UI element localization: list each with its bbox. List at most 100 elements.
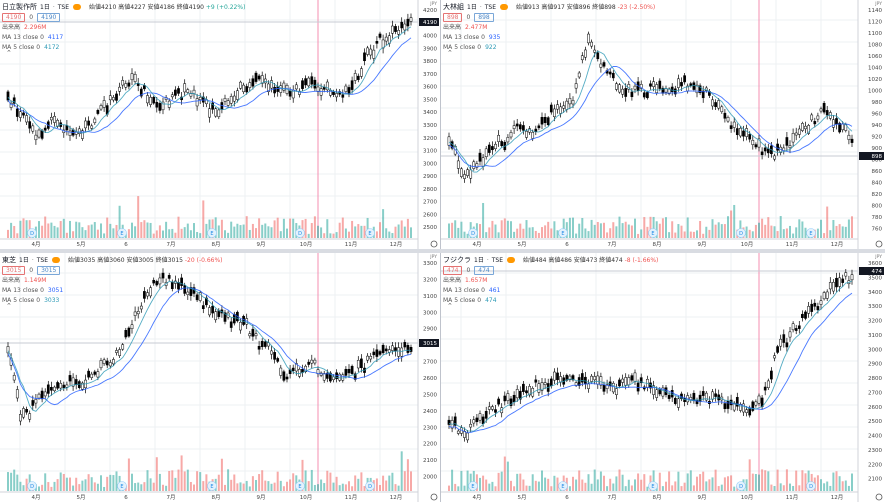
candle [633, 85, 637, 90]
candle [350, 80, 354, 90]
volume-bar [584, 228, 587, 238]
volume-bar [143, 220, 146, 238]
date-label: 6 [565, 242, 569, 248]
candle [118, 86, 121, 92]
volume-bar [581, 479, 584, 491]
price-axis-label: 2000 [423, 475, 437, 481]
bid-box[interactable]: 474 [443, 265, 463, 275]
price-axis-label: 880 [872, 158, 883, 164]
candle [525, 390, 528, 394]
volume-legend[interactable]: 出来高 2.296M [2, 23, 47, 31]
volume-bar [829, 230, 832, 238]
ma13-legend[interactable]: MA 13 close 0 3051 [2, 286, 64, 294]
chart-pane-fujikura[interactable]: 3600 3500 3400 3300 3200 3100 3000 2900 2800 2700… [441, 253, 885, 502]
chart-pane-hitachi[interactable]: 4200410040003900380037003600350034003300… [0, 0, 440, 249]
volume-bar [773, 226, 776, 238]
symbol-name[interactable]: フジクラ [443, 255, 471, 264]
ma5-legend[interactable]: MA 5 close 0 4172 [2, 43, 60, 51]
candle [43, 127, 47, 131]
interval[interactable]: 1日 [40, 3, 50, 11]
ask-box[interactable]: 4190 [37, 12, 61, 22]
candle [624, 88, 628, 97]
event-marker-label: E [651, 231, 654, 237]
volume-bar [109, 474, 112, 491]
bid-box[interactable]: 898 [443, 12, 463, 22]
ask-box[interactable]: 3015 [37, 265, 61, 275]
volume-bar [451, 222, 454, 238]
volume-bar [820, 479, 822, 491]
chart-pane-obayashi[interactable]: 1140 1120 1100 1080 1060 1040 1020 1000 980 960 94… [441, 0, 885, 249]
candle [664, 88, 668, 93]
price-axis-label: 3300 [423, 261, 437, 267]
candle [329, 372, 332, 382]
chart-canvas-hitachi[interactable]: 4200410040003900380037003600350034003300… [0, 0, 440, 249]
pane-divider-horizontal[interactable] [0, 249, 885, 253]
volume-bar [344, 484, 347, 491]
volume-bar [593, 224, 596, 238]
candle [40, 390, 44, 400]
volume-bar [826, 206, 829, 238]
candle [130, 73, 134, 81]
legend-obayashi: 大林組 1日 · TSE 始値913 高値917 安値896 終値898 -23… [443, 2, 656, 51]
ma5-legend[interactable]: MA 5 close 0 922 [443, 43, 497, 51]
interval[interactable]: 1日 [19, 256, 29, 264]
chart-canvas-fujikura[interactable]: 3600 3500 3400 3300 3200 3100 3000 2900 2800 2700… [441, 253, 885, 502]
price-axis-label: 1060 [868, 54, 882, 60]
volume-bar [761, 469, 764, 491]
volume-legend[interactable]: 出来高 1.657M [443, 276, 488, 284]
chart-canvas-obayashi[interactable]: 1140 1120 1100 1080 1060 1040 1020 1000 980 960 94… [441, 0, 885, 249]
volume-legend[interactable]: 出来高 1.149M [2, 276, 47, 284]
candle [509, 132, 513, 138]
candle [522, 125, 525, 131]
candle [515, 123, 519, 127]
ma5-legend[interactable]: MA 5 close 0 3033 [2, 296, 60, 304]
candle [850, 138, 854, 143]
bid-box[interactable]: 3015 [2, 265, 26, 275]
volume-bar [53, 481, 56, 491]
candle [670, 86, 674, 92]
volume-bar [823, 483, 826, 491]
ma13-legend[interactable]: MA 13 close 0 4117 [2, 33, 64, 41]
ma13-legend[interactable]: MA 13 close 0 461 [443, 286, 501, 294]
volume-bar [137, 482, 140, 491]
volume-bar [572, 217, 574, 238]
ma5-legend[interactable]: MA 5 close 0 474 [443, 296, 497, 304]
event-marker-label: D [30, 231, 34, 237]
volume-bar [183, 227, 186, 238]
ask-box[interactable]: 474 [474, 265, 494, 275]
volume-bar [624, 486, 627, 491]
candle [136, 311, 140, 315]
candle [189, 287, 193, 296]
price-axis-label: 3300 [423, 123, 437, 129]
volume-bar [550, 486, 553, 491]
ma13-legend[interactable]: MA 13 close 0 935 [443, 33, 501, 41]
volume-bar [472, 470, 475, 491]
volume-bar [671, 221, 674, 238]
candle [841, 278, 845, 283]
volume-bar [279, 231, 282, 238]
chart-canvas-toshiba[interactable]: 3300320031003000290028002700260025002400… [0, 253, 440, 502]
bid-box[interactable]: 4190 [2, 12, 26, 22]
symbol-name[interactable]: 日立製作所 [2, 2, 37, 11]
candle [319, 88, 323, 96]
volume-bar [171, 470, 174, 491]
candle [242, 84, 245, 93]
ohlc-readout: 始値913 高値917 安値896 終値898 -23 (-2.50%) [516, 3, 656, 11]
interval[interactable]: 1日 [467, 3, 477, 11]
interval[interactable]: 1日 [474, 256, 484, 264]
candle [127, 82, 131, 87]
ask-box[interactable]: 898 [474, 12, 494, 22]
candle [608, 71, 612, 75]
candle [341, 94, 345, 98]
chart-pane-toshiba[interactable]: 3300320031003000290028002700260025002400… [0, 253, 440, 502]
volume-bar [7, 229, 9, 238]
candle [456, 430, 460, 434]
symbol-name[interactable]: 大林組 [443, 2, 464, 11]
volume-bar [485, 232, 488, 238]
symbol-name[interactable]: 東芝 [2, 255, 16, 264]
candle [105, 360, 109, 366]
volume-bar [357, 478, 360, 491]
chart-settings-icon [875, 493, 883, 501]
candle [624, 377, 628, 386]
volume-legend[interactable]: 出来高 2.477M [443, 23, 488, 31]
